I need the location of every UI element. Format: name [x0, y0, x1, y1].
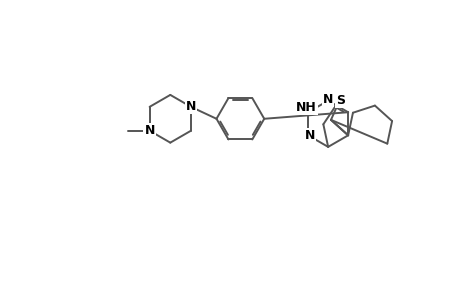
- Text: N: N: [322, 93, 333, 106]
- Text: N: N: [144, 124, 155, 137]
- Text: N: N: [185, 100, 196, 113]
- Text: N: N: [304, 129, 314, 142]
- Text: NH: NH: [295, 100, 316, 113]
- Text: S: S: [335, 94, 344, 107]
